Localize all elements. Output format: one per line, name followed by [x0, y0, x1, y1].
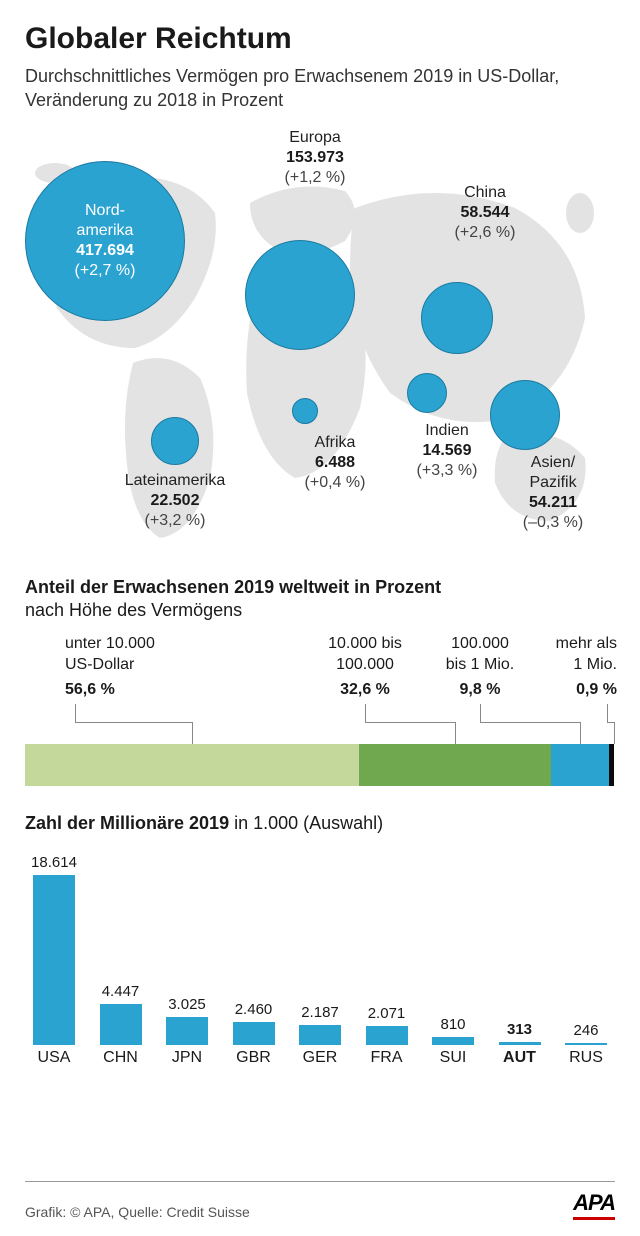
- seg-1: [359, 744, 551, 786]
- bar-fra: 2.071FRA: [358, 1005, 416, 1067]
- bar-usa: 18.614USA: [25, 854, 83, 1067]
- bubble-af: [292, 398, 318, 424]
- bar-sui: 810SUI: [424, 1016, 482, 1066]
- bubble-in: [407, 373, 447, 413]
- bubble-cn: [421, 282, 493, 354]
- bubble-la: [151, 417, 199, 465]
- bubble-label-eu: Europa153.973(+1,2 %): [255, 128, 375, 188]
- bubble-label-la: Lateinamerika22.502(+3,2 %): [115, 471, 235, 531]
- page-title: Globaler Reichtum: [25, 22, 615, 56]
- map-section: Nord-amerika417.694(+2,7 %) Europa153.973…: [25, 123, 615, 558]
- seg-label-2: 100.000bis 1 Mio.9,8 %: [430, 634, 530, 700]
- bar-gbr: 2.460GBR: [225, 1001, 283, 1066]
- bubble-label-af: Afrika6.488(+0,4 %): [275, 433, 395, 493]
- wealth-share-title: Anteil der Erwachsenen 2019 weltweit in …: [25, 576, 615, 623]
- bubble-label-ap: Asien/Pazifik54.211(–0,3 %): [493, 453, 613, 533]
- bubble-label-na: Nord-amerika417.694(+2,7 %): [35, 201, 175, 281]
- seg-label-3: mehr als1 Mio.0,9 %: [527, 634, 617, 700]
- page-subtitle: Durchschnittliches Vermögen pro Erwachse…: [25, 64, 615, 113]
- bar-jpn: 3.025JPN: [158, 996, 216, 1067]
- bubble-ap: [490, 380, 560, 450]
- bar-aut: 313AUT: [491, 1021, 549, 1067]
- bubble-eu: [245, 240, 355, 350]
- seg-label-0: unter 10.000US-Dollar56,6 %: [65, 634, 215, 700]
- seg-label-1: 10.000 bis100.00032,6 %: [305, 634, 425, 700]
- seg-3: [609, 744, 614, 786]
- apa-logo: APA: [573, 1190, 615, 1220]
- bar-rus: 246RUS: [557, 1022, 615, 1067]
- bar-chn: 4.447CHN: [92, 983, 150, 1067]
- seg-2: [551, 744, 609, 786]
- seg-0: [25, 744, 359, 786]
- millionaires-chart: 18.614USA4.447CHN3.025JPN2.460GBR2.187GE…: [25, 856, 615, 1091]
- credit-text: Grafik: © APA, Quelle: Credit Suisse: [25, 1204, 250, 1220]
- bubble-label-cn: China58.544(+2,6 %): [425, 183, 545, 243]
- bubble-label-in: Indien14.569(+3,3 %): [387, 421, 507, 481]
- wealth-share-chart: unter 10.000US-Dollar56,6 % 10.000 bis100…: [25, 634, 615, 786]
- footer: Grafik: © APA, Quelle: Credit Suisse APA: [25, 1181, 615, 1220]
- millionaires-title: Zahl der Millionäre 2019 in 1.000 (Auswa…: [25, 812, 615, 835]
- bar-ger: 2.187GER: [291, 1004, 349, 1067]
